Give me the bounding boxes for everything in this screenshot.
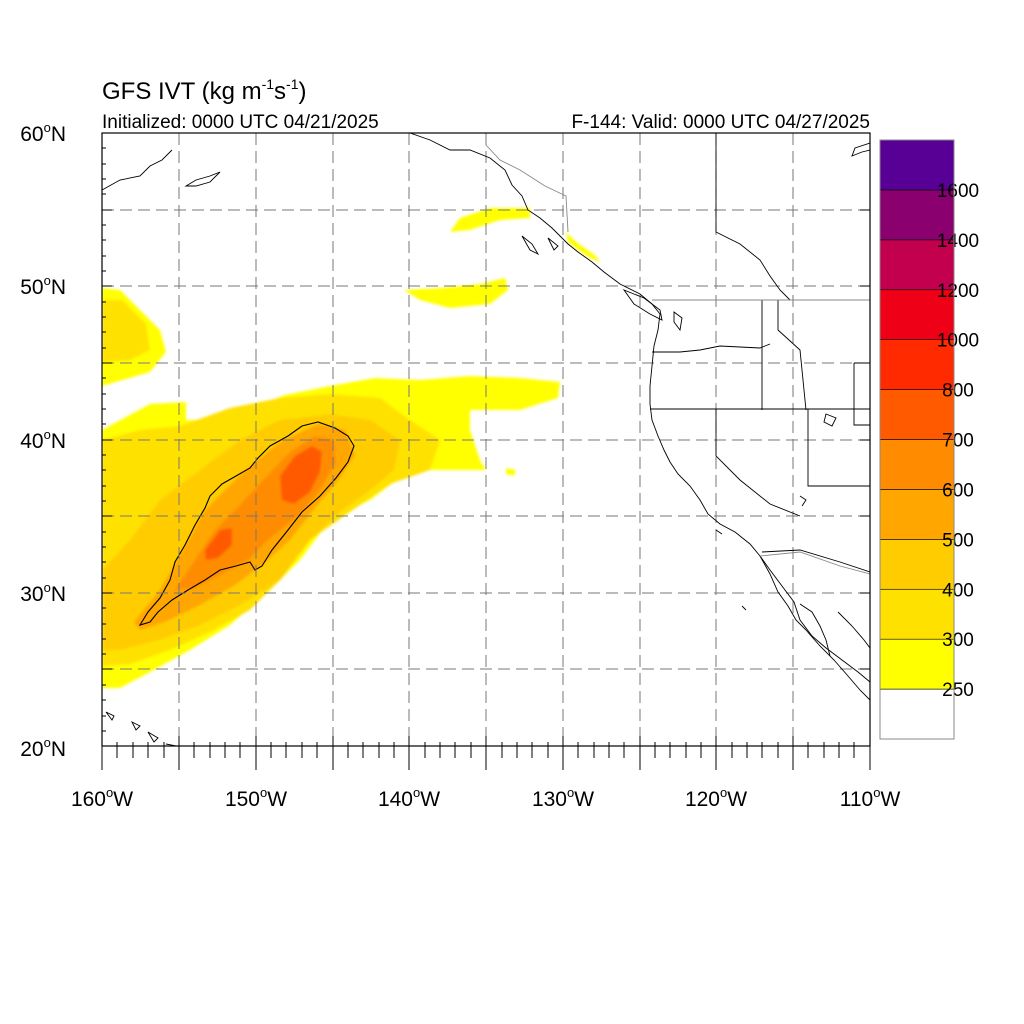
latitude-labels: 60oN 50oN 40oN 30oN 20oN: [20, 120, 66, 761]
longitude-labels: 160oW 150oW 140oW 130oW 120oW 110oW: [71, 785, 901, 811]
colorbar-label: 800: [942, 381, 974, 402]
colorbar-swatch: [879, 239, 955, 291]
lon-label-150: 150oW: [225, 785, 287, 811]
colorbar-swatch: [879, 588, 955, 640]
colorbar-label: 700: [942, 431, 974, 452]
colorbar-label: 400: [942, 580, 974, 601]
colorbar-label: 1200: [937, 281, 979, 302]
colorbar-swatch: [879, 439, 955, 490]
lat-label-20: 20oN: [20, 735, 66, 761]
lon-label-130: 130oW: [532, 785, 594, 811]
map-panel: [102, 133, 870, 746]
axis-ticks: [101, 132, 871, 770]
colorbar-swatch: [879, 389, 955, 440]
colorbar-swatch: [879, 638, 955, 690]
international-borders: [485, 144, 870, 575]
lat-label-60: 60oN: [20, 120, 66, 146]
colorbar-label: 250: [942, 680, 974, 701]
coastlines: [102, 133, 870, 746]
colorbar-label: 1600: [937, 181, 979, 202]
colorbar-label: 500: [942, 530, 974, 551]
colorbar-swatch: [879, 688, 955, 740]
lon-label-160: 160oW: [71, 785, 133, 811]
valid-time-label: F-144: Valid: 0000 UTC 04/27/2025: [571, 112, 870, 133]
colorbar-frame: [879, 139, 955, 740]
colorbar-swatch: [879, 539, 955, 590]
colorbar-swatch: [879, 489, 955, 540]
colorbar-swatch: [879, 139, 955, 191]
lon-label-110: 110oW: [840, 785, 901, 811]
colorbar-label: 600: [942, 480, 974, 501]
lat-label-50: 50oN: [20, 273, 66, 299]
colorbar-label: 1400: [937, 231, 979, 252]
graticule: [102, 133, 870, 746]
lat-label-30: 30oN: [20, 580, 66, 606]
political-borders: [650, 133, 870, 573]
ivt-contour: [138, 421, 355, 626]
lon-label-140: 140oW: [378, 785, 440, 811]
map-title: GFS IVT (kg m-1s-1): [102, 76, 306, 105]
ivt-shading: [102, 208, 600, 688]
lon-label-120: 120oW: [685, 785, 747, 811]
colorbar-label: 300: [942, 630, 974, 651]
init-time-label: Initialized: 0000 UTC 04/21/2025: [102, 112, 379, 133]
colorbar: 250 300 400 500 600 700 800 1000 1200 1400 1600: [879, 139, 979, 740]
colorbar-label: 1000: [937, 331, 979, 352]
lat-label-40: 40oN: [20, 427, 66, 453]
